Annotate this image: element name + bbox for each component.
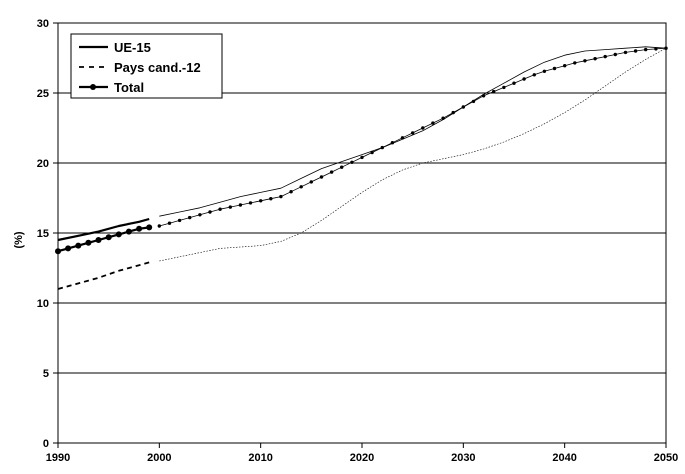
data-point-total: [188, 215, 192, 220]
data-point-total: [105, 234, 112, 241]
data-point-total: [115, 231, 122, 238]
data-point-total: [502, 85, 506, 90]
data-point-total: [421, 126, 425, 130]
data-point-total: [177, 218, 182, 223]
data-point-total: [481, 94, 486, 98]
data-point-total: [238, 203, 243, 207]
data-point-total: [451, 110, 455, 115]
data-point-total: [654, 47, 658, 51]
y-tick-label: 10: [37, 298, 49, 310]
data-point-total: [563, 63, 567, 68]
data-point-total: [644, 47, 648, 52]
y-axis-ticks: 0 5 10 15 20 25 30: [37, 18, 58, 450]
data-point-total: [350, 160, 354, 164]
data-point-total: [208, 210, 212, 214]
y-tick-label: 5: [43, 368, 49, 380]
data-point-total: [461, 105, 465, 109]
x-tick-label: 2010: [248, 452, 272, 464]
data-point-total: [380, 145, 384, 150]
data-point-total: [623, 50, 628, 55]
series-layer: [55, 46, 668, 290]
data-point-total: [390, 141, 395, 145]
y-tick-label: 0: [43, 438, 49, 450]
data-point-total: [532, 73, 536, 77]
legend-entry: Total: [79, 80, 144, 95]
legend-label: Total: [114, 80, 144, 95]
y-tick-label: 25: [37, 88, 49, 100]
data-point-total: [218, 207, 222, 211]
data-point-total: [279, 194, 283, 199]
data-point-total: [431, 121, 435, 125]
data-point-total: [603, 54, 607, 59]
data-point-total: [360, 155, 364, 160]
data-point-total: [593, 57, 597, 61]
series-total: [55, 46, 668, 255]
data-point-total: [85, 239, 92, 246]
data-point-total: [289, 190, 293, 194]
data-point-total: [441, 116, 445, 120]
x-tick-label: 2020: [350, 452, 374, 464]
data-point-total: [329, 170, 334, 174]
legend-label: Pays cand.-12: [114, 60, 201, 75]
data-point-total: [198, 213, 202, 217]
legend-label: UE-15: [114, 40, 151, 55]
data-point-total: [228, 205, 232, 209]
x-tick-label: 2030: [451, 452, 475, 464]
data-point-total: [542, 69, 547, 74]
data-point-total: [75, 242, 82, 249]
x-tick-label: 2000: [147, 452, 171, 464]
data-point-total: [370, 150, 374, 155]
y-tick-label: 15: [37, 228, 49, 240]
data-point-total: [633, 49, 638, 53]
x-tick-label: 2040: [552, 452, 576, 464]
data-point-total: [492, 89, 496, 94]
legend-entry: UE-15: [79, 40, 151, 55]
data-point-total: [613, 52, 617, 57]
data-point-total: [664, 46, 668, 50]
series-line-ue-15-projection: [159, 46, 667, 217]
y-axis-label: (%): [13, 231, 25, 248]
data-point-total: [583, 59, 587, 63]
y-tick-label: 30: [37, 18, 49, 30]
data-point-total: [248, 201, 253, 205]
data-point-total: [340, 165, 344, 169]
series-line-total-historical: [57, 226, 150, 253]
legend-marker: [90, 84, 96, 90]
data-point-total: [55, 248, 61, 255]
data-point-total: [125, 228, 132, 235]
data-point-total: [552, 66, 557, 71]
data-point-total: [157, 224, 161, 228]
data-point-total: [167, 221, 172, 225]
series-ue-15: [57, 46, 667, 242]
data-point-total: [269, 197, 273, 201]
data-point-total: [411, 131, 415, 135]
data-point-total: [95, 237, 102, 243]
x-tick-label: 2050: [654, 452, 678, 464]
x-axis-ticks: 1990 2000 2010 2020 2030 2040 2050: [46, 443, 678, 464]
data-point-total: [400, 136, 405, 140]
data-point-total: [259, 199, 263, 203]
data-point-total: [65, 245, 72, 252]
data-point-total: [136, 225, 143, 232]
data-point-total: [573, 61, 577, 65]
data-point-total: [146, 224, 153, 231]
data-point-total: [309, 180, 313, 184]
legend: UE-15 Pays cand.-12 Total: [70, 33, 223, 99]
data-point-total: [522, 77, 526, 81]
data-point-total: [299, 185, 303, 189]
data-point-total: [512, 81, 516, 85]
series-line-ue-15-historical: [57, 217, 150, 242]
legend-entry: Pays cand.-12: [79, 60, 201, 75]
y-tick-label: 20: [37, 158, 49, 170]
data-point-total: [319, 175, 324, 179]
data-point-total: [471, 99, 476, 104]
x-tick-label: 1990: [46, 452, 70, 464]
